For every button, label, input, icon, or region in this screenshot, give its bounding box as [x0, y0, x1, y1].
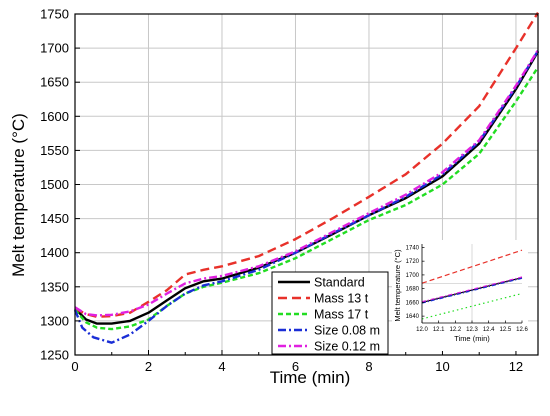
y-tick-label: 1450	[40, 211, 69, 226]
inset-x-tick-label: 12.4	[483, 327, 495, 333]
series-line-size-0-08-m	[73, 50, 540, 344]
y-tick-label: 1500	[40, 177, 69, 192]
x-axis-label: Time (min)	[270, 368, 351, 387]
inset-x-tick-label: 12.6	[516, 327, 528, 333]
y-tick-label: 1650	[40, 75, 69, 90]
legend-box	[271, 271, 389, 355]
inset-x-tick-label: 12.2	[449, 327, 461, 333]
inset-series-standard	[421, 277, 523, 303]
y-tick-label: 1700	[40, 41, 69, 56]
series-lines	[73, 11, 540, 344]
y-tick-label: 1400	[40, 245, 69, 260]
inset-series-size-0-08-m	[421, 277, 523, 304]
inset-y-tick-label: 1720	[406, 259, 420, 265]
legend: Standard Mass 13 t Mass 17 t Size 0.08 m Siz…	[271, 271, 389, 355]
legend-label-size-0-08-m: Size 0.08 m	[314, 324, 380, 338]
inset-x-tick-label: 12.3	[466, 327, 478, 333]
legend-label-mass-17-t: Mass 17 t	[314, 308, 369, 322]
series-line-size-0-12-m	[74, 49, 540, 317]
inset-y-tick-label: 1680	[406, 287, 420, 293]
inset-y-axis-label: Melt temperature (°C)	[393, 249, 402, 322]
series-line-standard	[74, 50, 540, 325]
x-tick-label: 8	[365, 359, 372, 374]
y-tick-label: 1600	[40, 109, 69, 124]
y-tick-label: 1350	[40, 279, 69, 294]
inset-x-axis-label: Time (min)	[454, 334, 490, 343]
series-line-mass-13-t	[74, 11, 540, 318]
x-tick-label: 10	[435, 359, 449, 374]
inset-x-tick-label: 12.5	[499, 327, 511, 333]
x-tick-label: 4	[218, 359, 225, 374]
x-tick-label: 6	[292, 359, 299, 374]
inset-series-mass-17-t	[421, 292, 523, 320]
inset-x-tick-label: 12.1	[433, 327, 445, 333]
x-tick-label: 0	[71, 359, 78, 374]
inset-y-tick-label: 1740	[406, 245, 420, 251]
y-axis-label: Melt temperature (°C)	[9, 113, 28, 277]
legend-label-mass-13-t: Mass 13 t	[314, 292, 369, 306]
inset-x-tick-label: 12.0	[416, 327, 428, 333]
legend-label-standard: Standard	[314, 276, 365, 290]
inset-background	[392, 240, 528, 351]
y-tick-label: 1250	[40, 348, 69, 363]
y-tick-label: 1550	[40, 143, 69, 158]
axes: 0 2 4 6 8 10 12 1250 1300 1350 1400 1450 1500 1550 160…	[40, 7, 539, 374]
inset-y-tick-label: 1700	[406, 273, 420, 279]
y-tick-label: 1300	[40, 313, 69, 328]
grid	[75, 13, 538, 355]
inset-y-tick-label: 1640	[406, 314, 420, 320]
y-tick-label: 1750	[40, 7, 69, 22]
inset-series-size-0-12-m	[421, 276, 523, 303]
inset-y-tick-label: 1660	[406, 300, 420, 306]
inset-series-mass-13-t	[421, 249, 523, 284]
legend-label-size-0-12-m: Size 0.12 m	[314, 340, 380, 354]
series-line-mass-17-t	[74, 66, 540, 331]
x-tick-label: 2	[145, 359, 152, 374]
inset-chart: 12.0 12.1 12.2 12.3 12.4 12.5 12.6 1640 1660 1680…	[392, 240, 528, 351]
x-tick-label: 12	[509, 359, 523, 374]
